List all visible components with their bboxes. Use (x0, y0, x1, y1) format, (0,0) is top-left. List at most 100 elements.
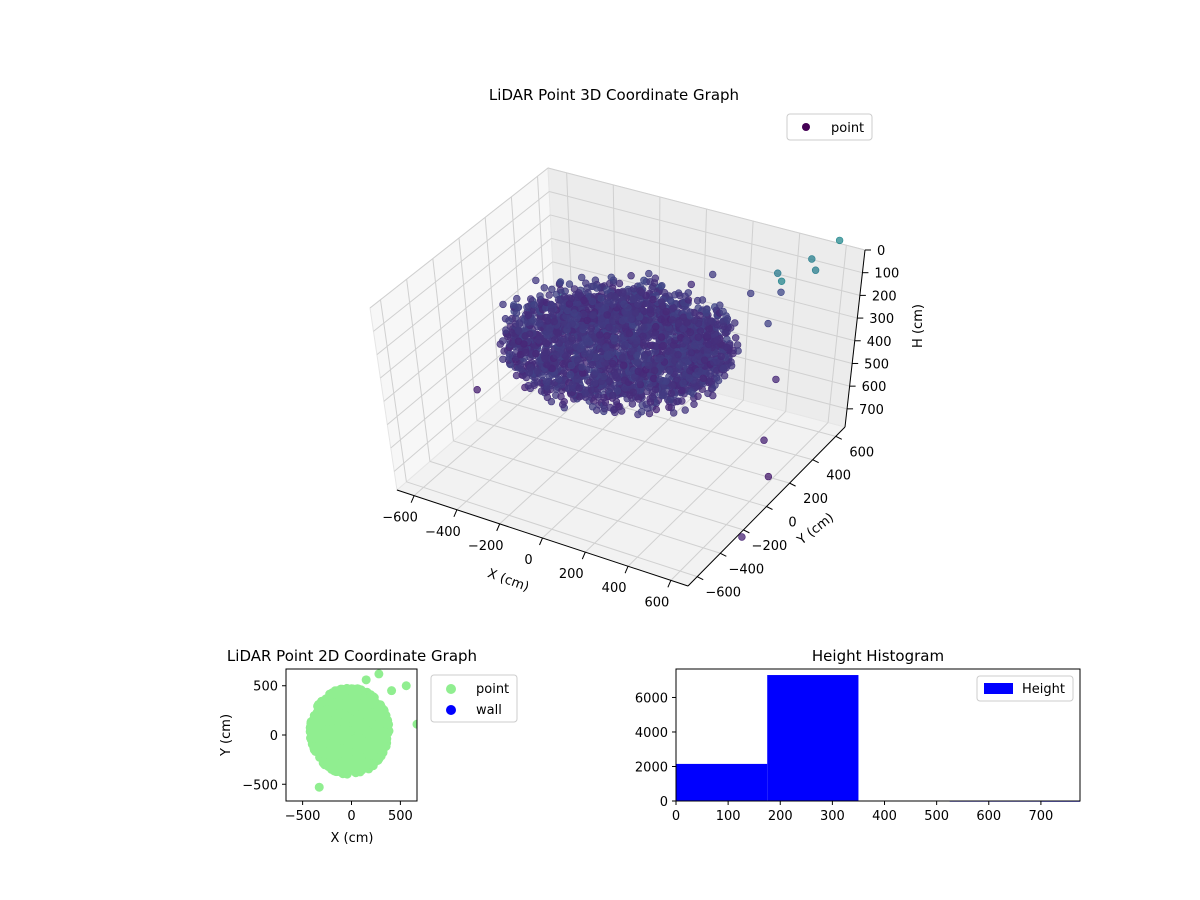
point-3d (593, 284, 601, 292)
point-3d (579, 310, 588, 318)
point-2d (349, 739, 359, 749)
grid-line-h-left (373, 191, 550, 332)
point-3d (548, 364, 556, 373)
point-3d (650, 279, 659, 287)
point-2d (328, 707, 338, 717)
point-3d (581, 389, 589, 397)
grid-line-h-left (369, 167, 549, 309)
point-2d (374, 669, 384, 679)
point-3d (607, 273, 615, 281)
point-3d (601, 304, 609, 312)
point-3d (558, 400, 567, 409)
grid-line-y-left (379, 299, 407, 482)
grid-line-h-left (376, 214, 551, 356)
point-2d (387, 686, 397, 696)
point-3d (620, 361, 628, 369)
point-2d (332, 723, 342, 733)
point-3d (649, 295, 657, 304)
chart-3d-legend-label: point (831, 121, 864, 136)
point-3d (536, 292, 544, 300)
point-3d (602, 343, 610, 351)
point-3d (723, 343, 731, 352)
point-3d (575, 384, 583, 392)
y-tick-label: −400 (728, 562, 764, 577)
chart-2d-legend-label-wall: wall (476, 703, 502, 718)
point-3d (659, 341, 668, 350)
chart-3d-zlabel: H (cm) (911, 304, 926, 348)
point-3d (705, 325, 713, 333)
point-3d (572, 343, 581, 351)
point-3d (543, 313, 551, 322)
hist-y-tick-label: 4000 (635, 726, 668, 741)
point-3d (561, 352, 570, 361)
grid-line-x-back (742, 221, 754, 401)
point-3d (552, 351, 560, 359)
x-tick-mark (496, 523, 501, 532)
point-3d (700, 356, 709, 364)
point-3d (628, 347, 636, 355)
chart-height-histogram: Height Histogram 0 100 200 300 400 500 600 7000… (635, 647, 1081, 824)
point-3d (719, 364, 727, 373)
point-3d (525, 330, 534, 338)
point-3d (651, 331, 659, 340)
point-2d (322, 716, 332, 726)
point-3d (577, 273, 586, 282)
point-3d (708, 270, 717, 279)
point-3d (707, 317, 715, 325)
hist-x-tick-label: 300 (820, 809, 845, 824)
point-3d (639, 332, 647, 340)
point-3d (690, 316, 699, 325)
point-3d (505, 353, 513, 362)
grid-line-h-left (383, 261, 553, 402)
point-2d (360, 694, 370, 704)
point-3d (706, 370, 714, 378)
point-3d (707, 377, 715, 386)
point-3d (669, 303, 677, 312)
point-3d (529, 316, 537, 324)
point-3d (631, 373, 639, 381)
hist-x-tick-label: 500 (924, 809, 949, 824)
point-2d (381, 730, 391, 740)
hist-legend: Height (976, 675, 1074, 702)
point-3d (729, 349, 737, 358)
point-2d (353, 732, 363, 742)
point-2d (348, 706, 358, 715)
point-3d (690, 400, 698, 408)
point-3d (738, 533, 746, 541)
chart-3d-scatter: LiDAR Point 3D Coordinate Graph −600 −400… (369, 86, 926, 610)
x-tick-mark (667, 580, 672, 588)
point-3d (524, 382, 532, 390)
x-tick-label-2d: 500 (388, 809, 413, 824)
grid-line-y-floor (406, 481, 698, 578)
point-2d (360, 738, 370, 748)
point-2d (305, 723, 315, 733)
point-3d (696, 327, 705, 335)
point-2d (341, 755, 350, 765)
h-tick-label: 500 (864, 357, 889, 372)
point-3d (513, 294, 521, 303)
point-3d (687, 388, 695, 396)
point-3d (596, 331, 604, 339)
x-tick-label: 400 (602, 581, 627, 596)
point-2d (355, 750, 364, 760)
point-2d (330, 715, 340, 725)
point-2d (354, 724, 364, 734)
point-3d (667, 389, 676, 398)
point-3d (541, 355, 549, 363)
point-2d (374, 754, 384, 763)
point-3d (656, 354, 664, 363)
chart-2d-points (305, 669, 417, 792)
point-3d (650, 366, 659, 375)
point-3d (578, 322, 587, 330)
point-3d (533, 378, 541, 386)
point-3d (631, 309, 640, 317)
chart-2d-legend-marker-point (446, 684, 456, 694)
point-3d (599, 372, 608, 381)
point-3d (764, 319, 772, 328)
point-3d (673, 397, 681, 406)
point-3d (611, 294, 620, 302)
point-3d (547, 307, 556, 315)
point-3d (550, 317, 558, 326)
point-3d (617, 407, 626, 415)
grid-line-h-back (547, 167, 866, 251)
